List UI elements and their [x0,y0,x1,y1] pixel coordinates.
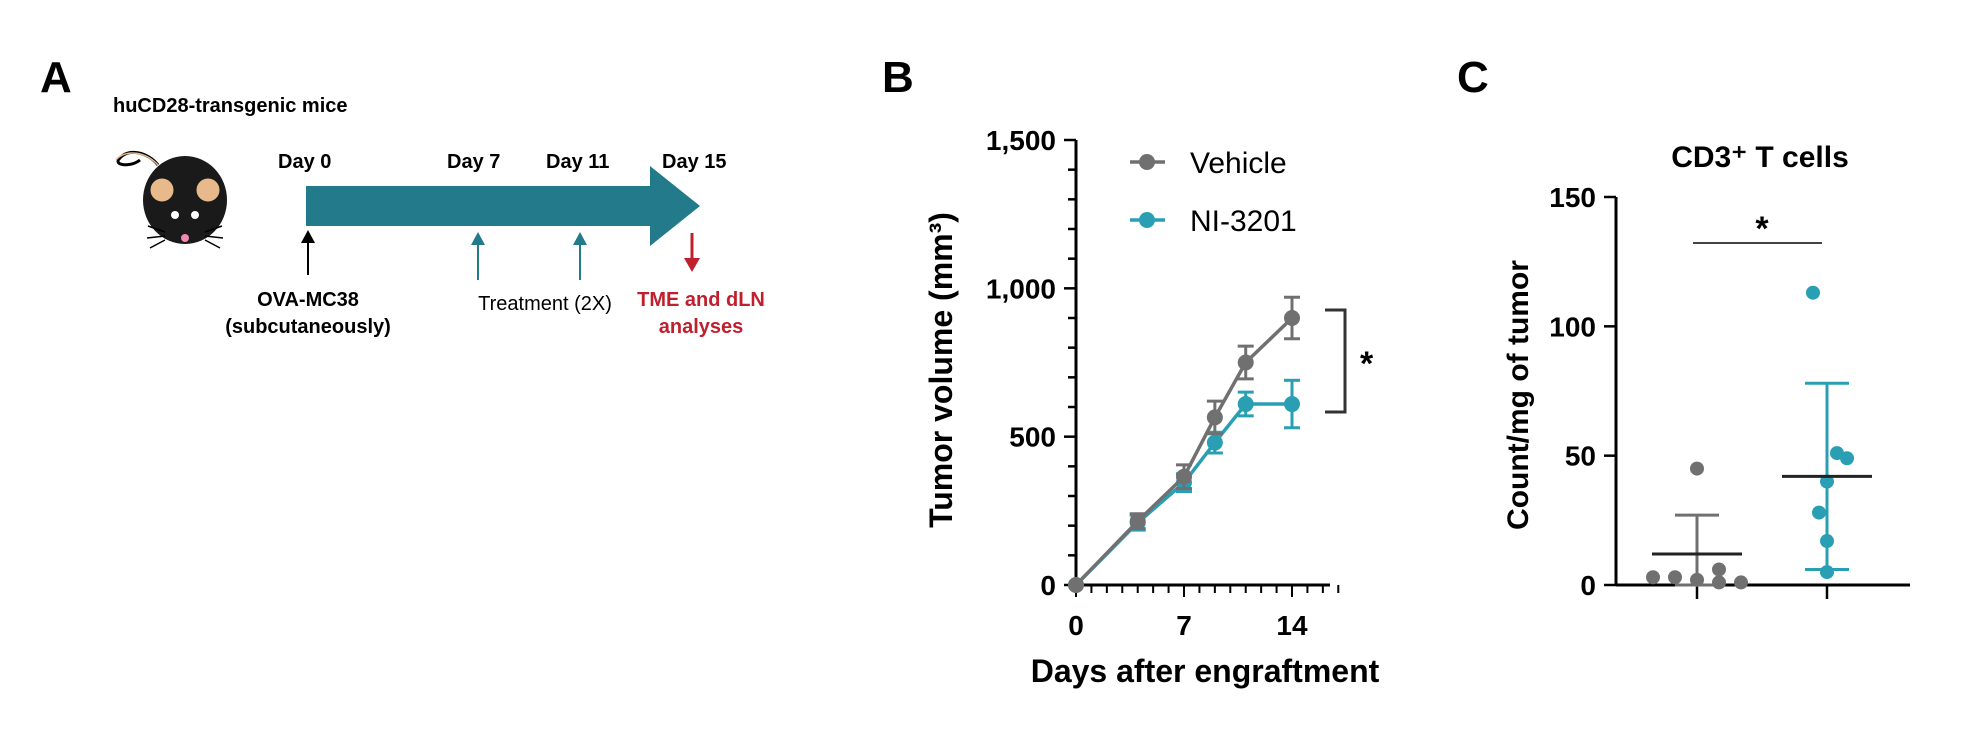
data-point [1690,461,1704,476]
y-tick-label: 150 [1549,182,1596,213]
day-11-label: Day 11 [546,151,609,173]
legend-label: Vehicle [1190,147,1287,180]
data-point [1237,396,1254,413]
tumor-volume-chart: 0 500 1,000 1,500 0 7 14 Days after engraftment… [923,125,1380,689]
data-point [1284,310,1300,326]
series-line [1074,402,1292,587]
analysis-label-2: analyses [659,316,744,338]
y-tick-label: 100 [1549,311,1596,342]
data-point [1812,505,1826,520]
mouse-label: huCD28-transgenic mice [113,95,348,117]
data-point [1206,409,1223,426]
day-7-label: Day 7 [447,151,500,173]
mouse-icon [115,150,227,249]
panel-a-letter: A [40,53,72,102]
y-tick-label: 0 [1580,570,1596,601]
data-point [1668,570,1682,585]
legend-marker [1139,154,1155,170]
inoculation-label-1: OVA-MC38 [257,289,359,311]
data-point [1237,354,1254,371]
y-axis-label: Tumor volume (mm³) [923,212,959,528]
x-tick-label: 14 [1276,610,1308,641]
x-axis-label: Days after engraftment [1031,653,1380,689]
y-axis-label: Count/mg of tumor [1502,260,1535,530]
y-tick-label: 50 [1565,441,1596,472]
data-point [1176,468,1192,485]
y-tick-label: 0 [1040,570,1056,601]
treatment-label: Treatment (2X) [478,293,612,315]
data-point [1712,575,1726,590]
y-tick-label: 500 [1009,422,1056,453]
legend-label: NI-3201 [1190,205,1297,238]
timeline-arrow [306,166,700,246]
x-tick-label: 0 [1068,610,1084,641]
treatment-arrow-day7 [471,232,485,280]
chart-title: CD3⁺ T cells [1671,141,1849,174]
data-point [1068,577,1084,593]
x-tick-label: 7 [1176,610,1192,641]
treatment-arrow-day11 [573,232,587,280]
data-point [1712,562,1726,577]
panel-c-letter: C [1457,53,1489,102]
data-point [1646,570,1660,585]
panel-a: A huCD28-transgenic mice Day 0 Day 7 Day… [40,53,765,338]
arrow-down-icon [684,233,700,272]
arrow-up-icon [301,230,315,275]
panel-b: B 0 500 1,000 1,500 0 7 14 Days after engraftme… [882,53,1380,689]
y-tick-label: 1,500 [986,125,1056,156]
data-point [1734,575,1748,590]
analysis-label-1: TME and dLN [637,289,765,311]
panel-b-letter: B [882,53,914,102]
data-point [1284,396,1300,413]
significance-marker-c: * [1755,210,1769,248]
series-line [1074,316,1294,587]
significance-bracket [1325,308,1347,414]
data-point [1129,513,1146,530]
data-point [1840,451,1854,466]
legend-marker [1139,212,1155,228]
day-0-label: Day 0 [278,151,331,173]
y-tick-label: 1,000 [986,273,1056,304]
data-point [1206,434,1223,451]
data-point [1806,285,1820,300]
significance-marker-b: * [1360,345,1374,383]
panel-c: C 0 50 100 150 CD3⁺ T cells Count/mg of tumor… [1457,53,1910,601]
cd3-scatter-chart: 0 50 100 150 CD3⁺ T cells Count/mg of tumor [1502,141,1910,601]
day-15-label: Day 15 [662,151,727,173]
inoculation-label-2: (subcutaneously) [225,316,391,338]
